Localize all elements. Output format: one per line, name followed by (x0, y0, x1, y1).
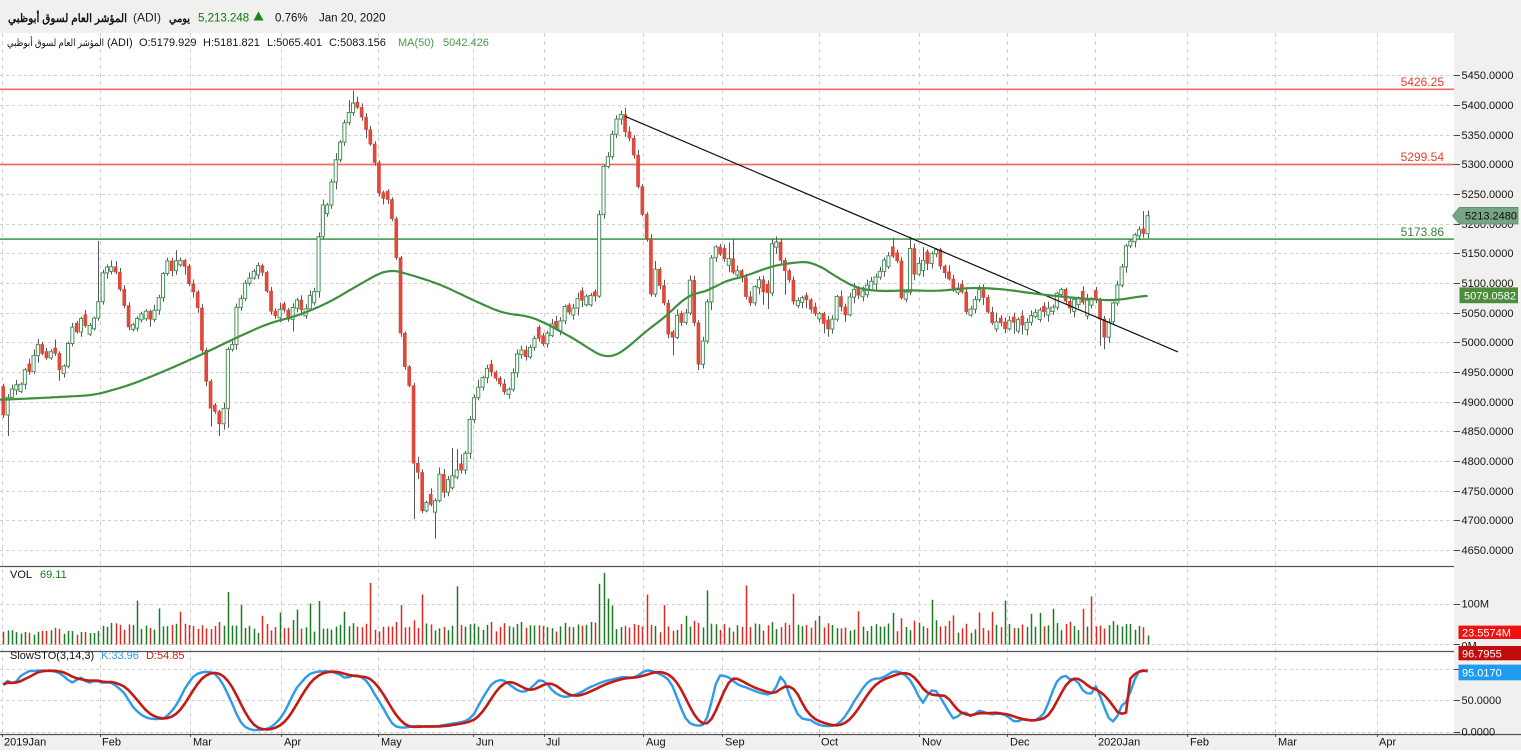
svg-text:5,213.248: 5,213.248 (198, 13, 249, 25)
svg-text:5299.54: 5299.54 (1401, 150, 1445, 164)
svg-text:O:5179.929: O:5179.929 (139, 37, 197, 49)
svg-text:C:5083.156: C:5083.156 (329, 37, 386, 49)
svg-text:Sep: Sep (725, 737, 745, 749)
svg-text:Mar: Mar (193, 737, 212, 749)
svg-text:MA(50): MA(50) (398, 37, 434, 49)
svg-text:D:54.85: D:54.85 (146, 650, 185, 662)
svg-text:5426.25: 5426.25 (1401, 75, 1445, 89)
svg-text:Apr: Apr (284, 737, 301, 749)
svg-text:4700.0000: 4700.0000 (1462, 515, 1514, 527)
svg-text:0.76%: 0.76% (275, 13, 308, 25)
svg-text:4850.0000: 4850.0000 (1462, 426, 1514, 438)
svg-text:5079.0582: 5079.0582 (1464, 290, 1516, 302)
svg-text:5000.0000: 5000.0000 (1462, 337, 1514, 349)
svg-text:4650.0000: 4650.0000 (1462, 545, 1514, 557)
svg-text:May: May (381, 737, 402, 749)
svg-text:SlowSTO(3,14,3): SlowSTO(3,14,3) (10, 650, 94, 662)
svg-text:2019Jan: 2019Jan (4, 737, 46, 749)
svg-text:Oct: Oct (821, 737, 838, 749)
svg-text:23.5574M: 23.5574M (1462, 627, 1511, 639)
svg-text:4800.0000: 4800.0000 (1462, 456, 1514, 468)
svg-text:Jun: Jun (476, 737, 494, 749)
svg-text:K:33.96: K:33.96 (101, 650, 139, 662)
svg-text:Apr: Apr (1379, 737, 1396, 749)
svg-text:المؤشر العام لسوق أبوظبي: المؤشر العام لسوق أبوظبي (8, 10, 127, 26)
svg-text:5250.0000: 5250.0000 (1462, 189, 1514, 201)
svg-text:5350.0000: 5350.0000 (1462, 130, 1514, 142)
svg-text:2020Jan: 2020Jan (1098, 737, 1140, 749)
svg-text:5300.0000: 5300.0000 (1462, 159, 1514, 171)
svg-text:5173.86: 5173.86 (1401, 225, 1445, 239)
svg-text:Feb: Feb (102, 737, 121, 749)
svg-text:5150.0000: 5150.0000 (1462, 248, 1514, 260)
svg-text:4750.0000: 4750.0000 (1462, 486, 1514, 498)
svg-text:Mar: Mar (1278, 737, 1297, 749)
svg-text:Aug: Aug (646, 737, 666, 749)
svg-text:Nov: Nov (922, 737, 942, 749)
svg-text:المؤشر العام لسوق أبوظبي: المؤشر العام لسوق أبوظبي (7, 36, 104, 49)
svg-text:Jul: Jul (546, 737, 560, 749)
svg-text:(ADI): (ADI) (107, 37, 133, 49)
svg-text:96.7955: 96.7955 (1462, 648, 1502, 660)
svg-text:5450.0000: 5450.0000 (1462, 70, 1514, 82)
svg-text:5213.2480: 5213.2480 (1465, 211, 1517, 223)
svg-text:VOL: VOL (10, 569, 32, 581)
svg-text:100M: 100M (1462, 599, 1490, 611)
svg-text:5050.0000: 5050.0000 (1462, 308, 1514, 320)
svg-text:يومي: يومي (169, 13, 190, 26)
svg-text:50.0000: 50.0000 (1462, 695, 1502, 707)
svg-text:Dec: Dec (1010, 737, 1030, 749)
svg-text:5042.426: 5042.426 (443, 37, 489, 49)
svg-text:95.0170: 95.0170 (1462, 668, 1502, 680)
svg-text:0.0000: 0.0000 (1462, 727, 1496, 739)
svg-text:(ADI): (ADI) (133, 11, 161, 25)
svg-text:4950.0000: 4950.0000 (1462, 367, 1514, 379)
svg-text:4900.0000: 4900.0000 (1462, 397, 1514, 409)
svg-text:Feb: Feb (1190, 737, 1209, 749)
svg-text:5400.0000: 5400.0000 (1462, 100, 1514, 112)
svg-text:69.11: 69.11 (40, 569, 67, 581)
svg-text:Jan 20, 2020: Jan 20, 2020 (319, 13, 386, 25)
svg-text:H:5181.821: H:5181.821 (203, 37, 260, 49)
svg-text:L:5065.401: L:5065.401 (267, 37, 322, 49)
